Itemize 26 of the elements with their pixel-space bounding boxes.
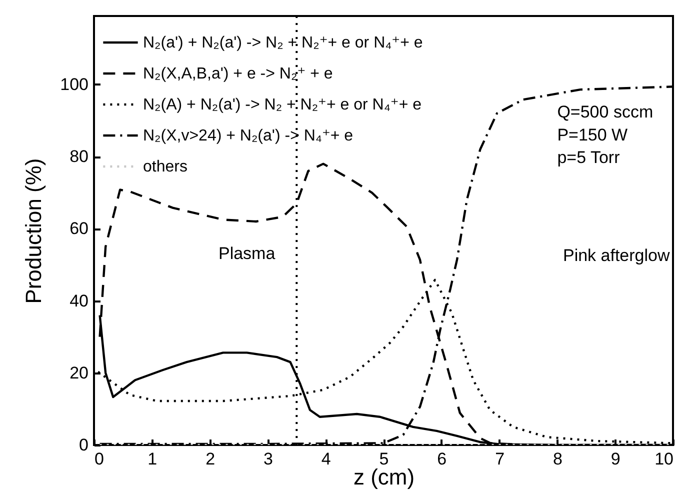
- legend-label: N₂(X,A,B,a') + e -> N₂⁺ + e: [143, 66, 333, 82]
- y-tick-label: 40: [70, 291, 88, 310]
- x-tick-label: 4: [321, 450, 331, 468]
- y-axis-title: Production (%): [21, 158, 46, 304]
- x-tick-label: 2: [206, 450, 216, 468]
- x-tick-label: 0: [94, 450, 104, 468]
- x-tick-label: 6: [437, 450, 447, 468]
- x-tick-label: 1: [148, 450, 158, 468]
- legend-label: N₂(A) + N₂(a') -> N₂ + N₂⁺+ e or N₄⁺+ e: [143, 96, 422, 114]
- legend-label: N₂(a') + N₂(a') -> N₂ + N₂⁺+ e or N₄⁺+ e: [143, 34, 423, 52]
- legend-label: others: [143, 158, 188, 176]
- annotation: Q=500 sccm: [557, 102, 654, 122]
- y-tick-label: 80: [70, 147, 88, 166]
- annotation: Plasma: [218, 244, 276, 264]
- y-tick-label: 60: [70, 219, 88, 238]
- x-tick-label: 9: [610, 450, 620, 468]
- annotation: Pink afterglow: [562, 246, 670, 266]
- annotation: p=5 Torr: [557, 148, 620, 167]
- y-tick-label: 100: [60, 74, 88, 94]
- x-tick-label: 3: [263, 450, 273, 468]
- annotation: P=150 W: [557, 125, 628, 144]
- x-tick-label: 7: [495, 450, 505, 468]
- x-tick-label: 8: [552, 450, 562, 468]
- y-tick-label: 20: [70, 363, 88, 382]
- y-tick-label: 0: [79, 436, 88, 454]
- x-tick-label: 10: [654, 450, 674, 468]
